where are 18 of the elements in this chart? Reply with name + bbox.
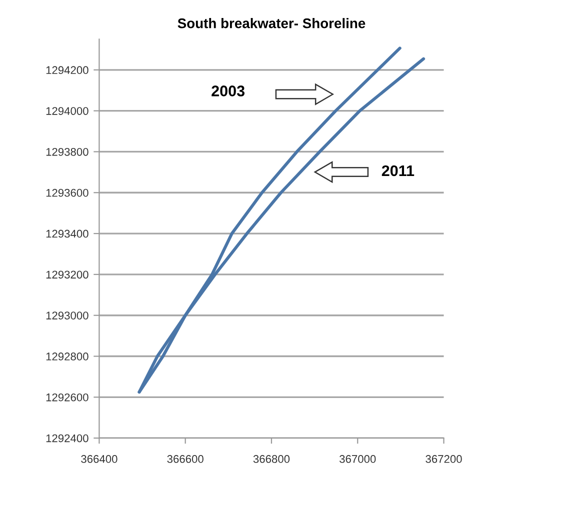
y-tick-label: 1293600 (46, 188, 88, 197)
y-tick-label: 1294000 (46, 107, 88, 115)
y-tick-label: 1292600 (46, 393, 88, 402)
y-tick-label: 1293200 (46, 270, 88, 279)
y-tick-label: 1292800 (46, 352, 88, 360)
y-tick-label: 1293800 (46, 148, 88, 156)
y-tick-label: 1292400 (46, 434, 88, 442)
y-tick-label: 1293000 (46, 312, 88, 320)
x-tick-label: 366600 (167, 455, 204, 463)
y-tick-label: 1294200 (46, 66, 88, 74)
x-tick-label: 367000 (340, 455, 376, 463)
x-tick-label: 367200 (426, 455, 462, 463)
y-tick-label: 1293400 (46, 230, 88, 238)
annotation: 2011 (382, 165, 414, 176)
x-tick-label: 366800 (253, 455, 290, 463)
annotation: 2003 (212, 86, 245, 96)
chart-title: South breakwater- Shoreline (178, 18, 366, 28)
x-tick-label: 366400 (81, 455, 118, 463)
